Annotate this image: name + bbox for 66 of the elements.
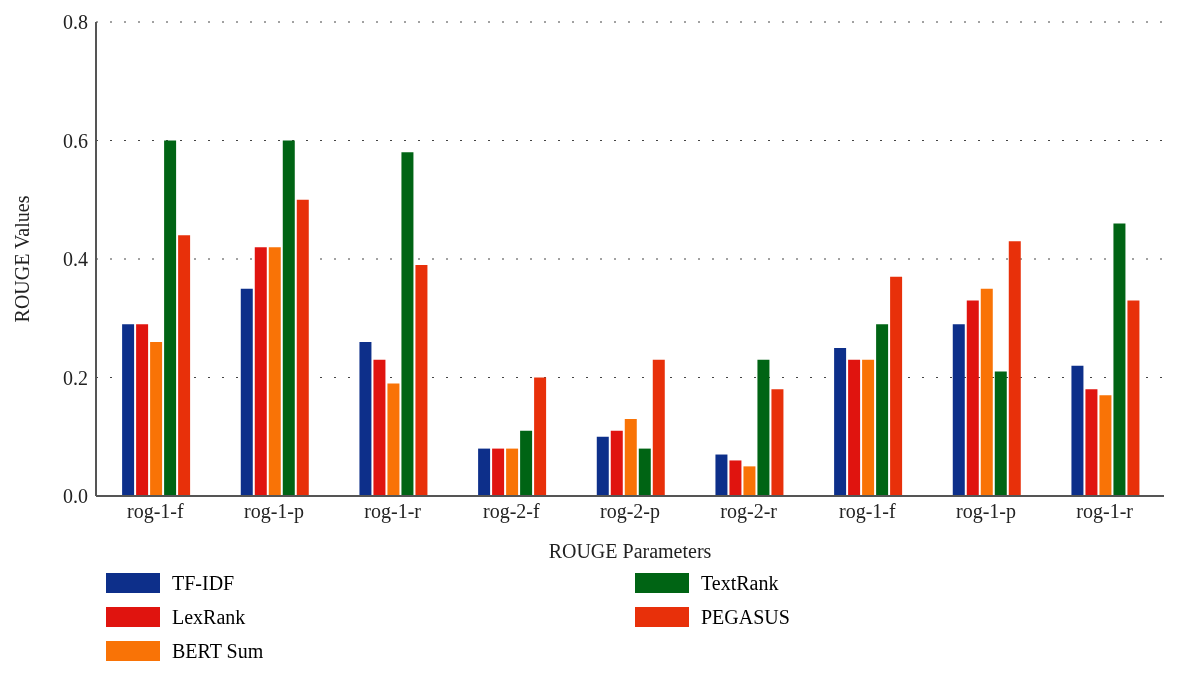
bar: [1085, 389, 1098, 496]
bar: [1071, 365, 1084, 496]
bar: [136, 324, 149, 496]
bar: [401, 152, 414, 496]
bar: [994, 371, 1007, 496]
y-tick-label: 0.0: [63, 485, 88, 508]
bar: [387, 383, 400, 496]
bar: [506, 448, 519, 496]
bar: [492, 448, 505, 496]
legend-label: TextRank: [701, 571, 779, 595]
bar: [534, 377, 547, 496]
x-tick-label: rog-1-f: [839, 500, 896, 524]
legend-label: TF-IDF: [172, 571, 235, 595]
bar: [729, 460, 742, 496]
bar: [359, 341, 372, 496]
bar: [980, 288, 993, 496]
x-tick-label: rog-1-f: [127, 500, 184, 524]
bar: [415, 264, 428, 496]
bar: [757, 359, 770, 496]
legend-label: BERT Sum: [172, 639, 264, 663]
x-tick-label: rog-1-r: [364, 500, 422, 524]
x-tick-label: rog-1-r: [1076, 500, 1134, 524]
x-tick-label: rog-1-p: [244, 500, 304, 524]
bar: [876, 324, 889, 496]
bar: [178, 235, 191, 496]
x-tick-label: rog-2-f: [483, 500, 540, 524]
bar: [240, 288, 253, 496]
bar: [254, 247, 267, 496]
bar: [596, 436, 609, 496]
bar: [890, 276, 903, 496]
bar: [478, 448, 491, 496]
bar: [150, 341, 163, 496]
bar: [862, 359, 875, 496]
bar: [638, 448, 651, 496]
y-tick-label: 0.2: [63, 366, 88, 389]
bar: [282, 140, 295, 496]
bar: [952, 324, 965, 496]
bar: [715, 454, 728, 496]
y-tick-label: 0.6: [63, 129, 88, 152]
bar: [296, 199, 309, 496]
bar: [1113, 223, 1126, 496]
x-tick-label: rog-1-p: [956, 500, 1016, 524]
bar: [771, 389, 784, 496]
x-tick-label: rog-2-p: [600, 500, 660, 524]
bar: [966, 300, 979, 496]
bar: [164, 140, 177, 496]
bar: [624, 418, 637, 496]
x-tick-label: rog-2-r: [720, 500, 778, 524]
y-tick-label: 0.4: [63, 248, 88, 271]
bar: [373, 359, 386, 496]
bar: [1099, 395, 1112, 496]
y-tick-label: 0.8: [63, 11, 88, 34]
bar: [268, 247, 281, 496]
bar: [743, 466, 756, 496]
bar: [848, 359, 861, 496]
y-axis-title: ROUGE Values: [11, 195, 34, 323]
legend-label: PEGASUS: [701, 605, 790, 629]
legend-label: LexRank: [172, 605, 246, 629]
x-axis-title: ROUGE Parameters: [548, 540, 712, 562]
bar: [1008, 241, 1021, 496]
bar: [834, 347, 847, 496]
bar: [610, 430, 623, 496]
bar: [652, 359, 665, 496]
bar: [1127, 300, 1140, 496]
bar: [122, 324, 135, 496]
bar: [520, 430, 533, 496]
